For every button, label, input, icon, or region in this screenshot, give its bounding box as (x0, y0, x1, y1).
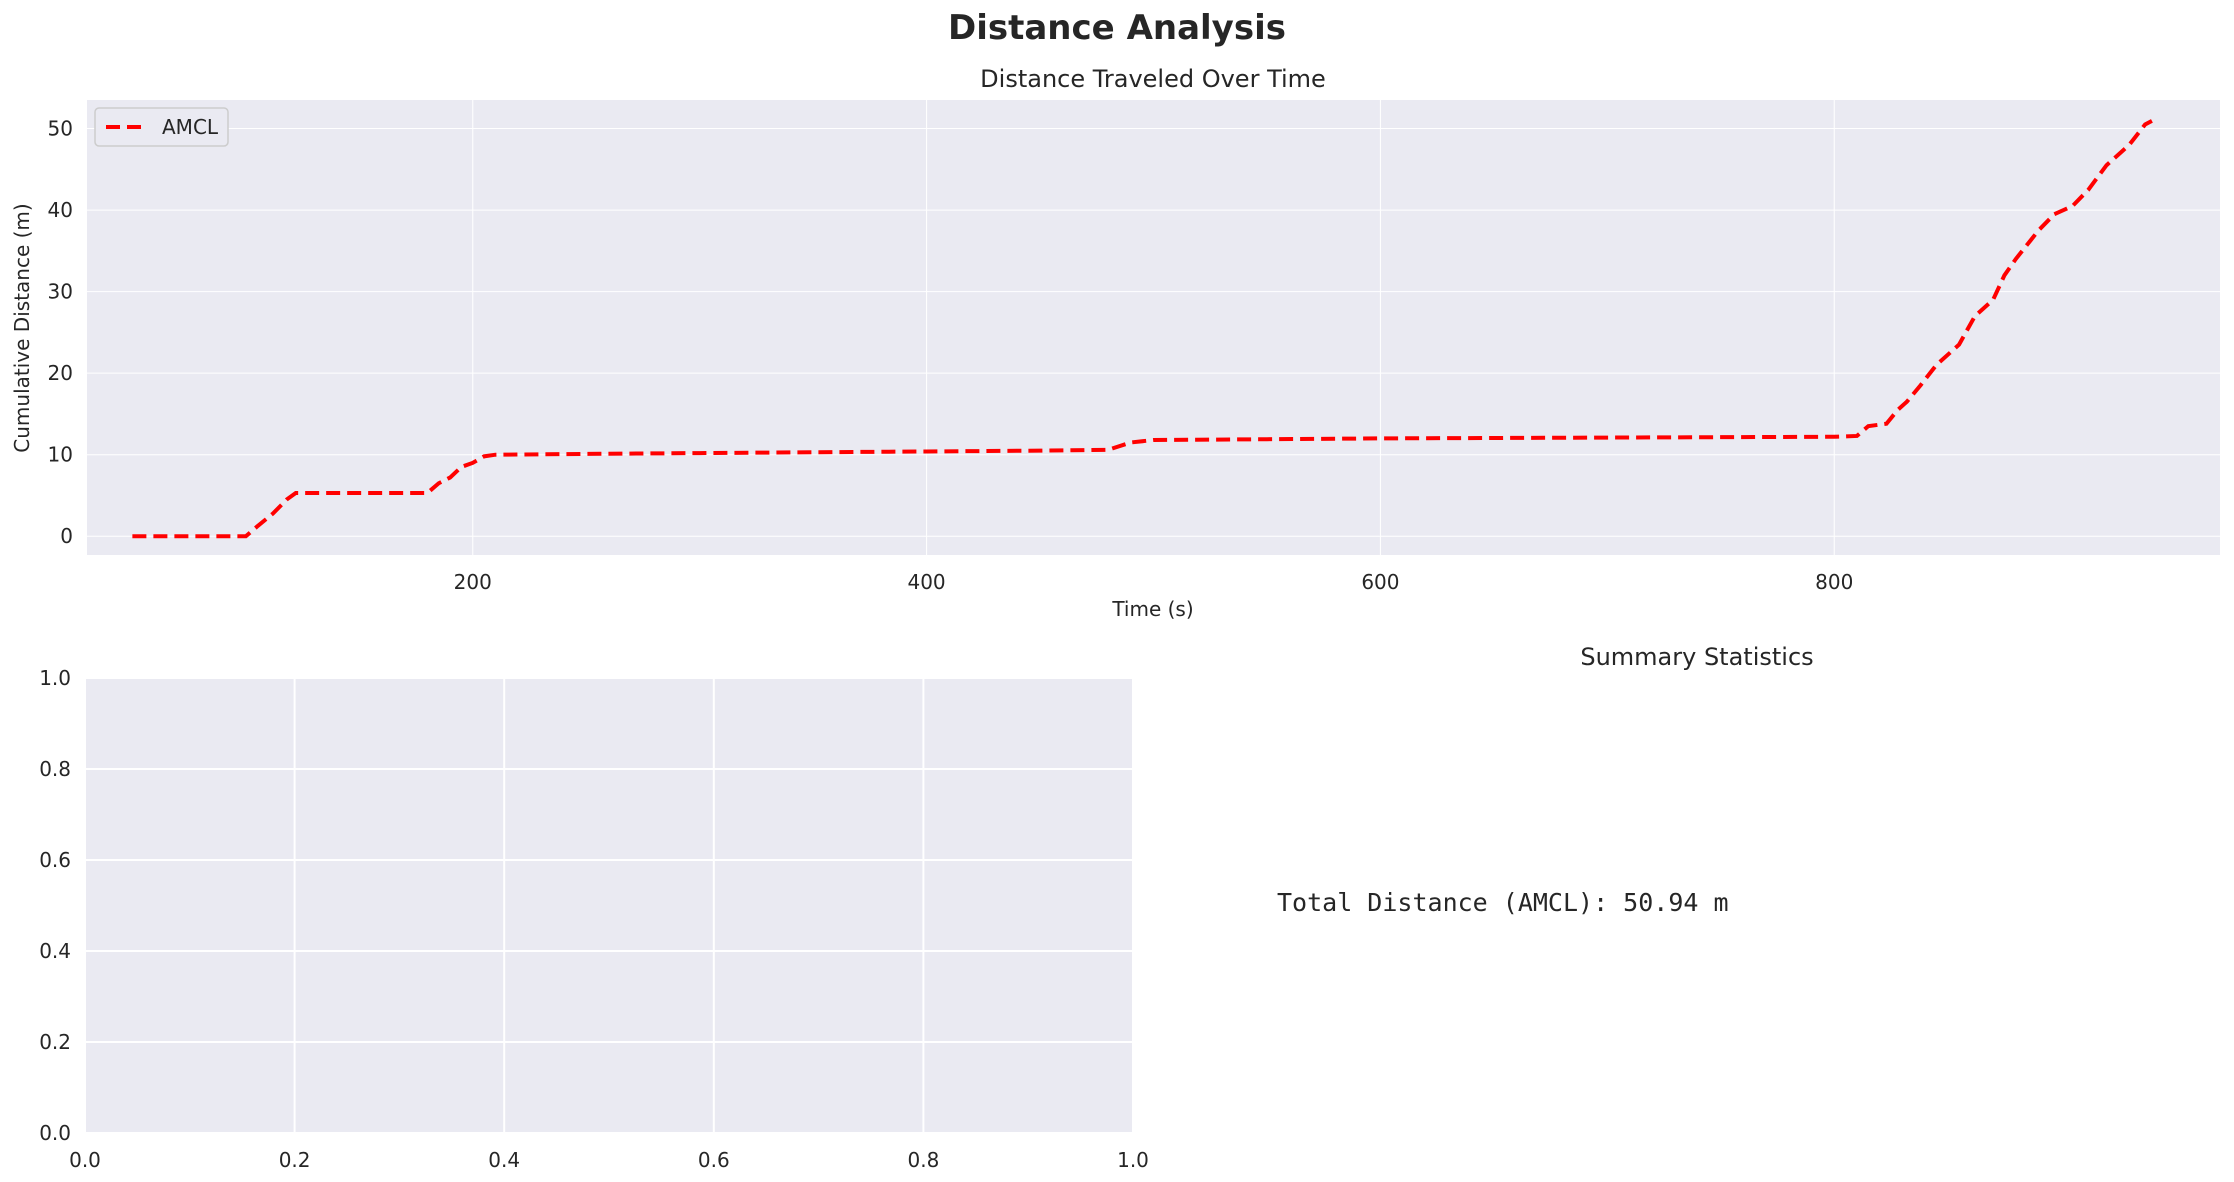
empty-chart-grid (84, 677, 1134, 1134)
legend: AMCL (94, 107, 229, 147)
y-tick-label: 40 (48, 198, 73, 222)
y-tick-label: 1.0 (39, 666, 71, 690)
empty-chart-plot-area (85, 678, 1133, 1133)
empty-chart-ticks: 0.0 0.2 0.4 0.6 0.8 1.0 0.0 0.2 0.4 0.6 0.8 1.0 (39, 666, 1149, 1172)
y-tick-label: 30 (48, 280, 73, 304)
legend-label-amcl: AMCL (162, 115, 219, 139)
distance-chart-plot-area (87, 100, 2220, 555)
figure-title: Distance Analysis (948, 8, 1286, 48)
x-tick-label: 800 (1815, 570, 1853, 594)
x-tick-label: 0.0 (69, 1148, 101, 1172)
legend-box (94, 107, 229, 147)
y-tick-label: 20 (48, 361, 73, 385)
x-tick-label: 0.4 (488, 1148, 520, 1172)
y-tick-label: 0.2 (39, 1030, 71, 1054)
distance-chart-grid (87, 100, 2220, 555)
distance-chart-ticks: 200 400 600 800 0 10 20 30 40 50 (48, 117, 1854, 594)
y-tick-label: 0.0 (39, 1121, 71, 1145)
x-tick-label: 0.8 (907, 1148, 939, 1172)
x-tick-label: 200 (454, 570, 492, 594)
x-tick-label: 400 (907, 570, 945, 594)
summary-title: Summary Statistics (1580, 643, 1813, 671)
y-tick-label: 0 (60, 524, 73, 548)
series-line-amcl (132, 119, 2153, 539)
y-tick-label: 0.6 (39, 848, 71, 872)
x-tick-label: 0.6 (698, 1148, 730, 1172)
x-tick-label: 1.0 (1117, 1148, 1149, 1172)
x-axis-label: Time (s) (1111, 597, 1193, 621)
y-axis-label: Cumulative Distance (m) (10, 203, 34, 452)
distance-chart: 200 400 600 800 0 10 20 30 40 50 Distance Travele… (10, 65, 2220, 621)
y-tick-label: 50 (48, 117, 73, 141)
y-tick-label: 10 (48, 443, 73, 467)
x-tick-label: 0.2 (279, 1148, 311, 1172)
x-tick-label: 600 (1361, 570, 1399, 594)
y-tick-label: 0.4 (39, 939, 71, 963)
empty-chart: 0.0 0.2 0.4 0.6 0.8 1.0 0.0 0.2 0.4 0.6 0.8 1.0 (39, 666, 1149, 1172)
y-tick-label: 0.8 (39, 757, 71, 781)
chart-title: Distance Traveled Over Time (980, 65, 1326, 93)
summary-total-distance: Total Distance (AMCL): 50.94 m (1277, 888, 1729, 917)
